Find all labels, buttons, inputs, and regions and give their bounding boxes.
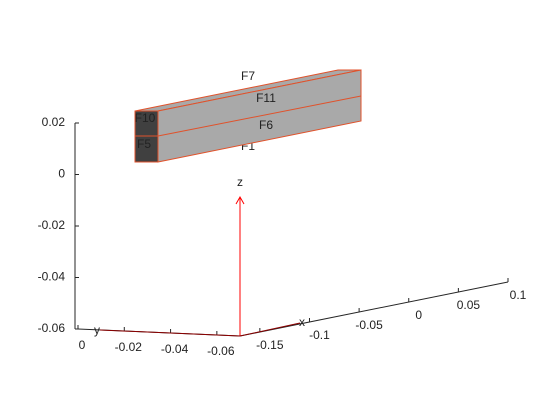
face-label: F7 (241, 69, 255, 83)
y-arrow (99, 329, 241, 337)
axis-label: z (237, 175, 243, 189)
x-tick-label: 0 (415, 308, 422, 322)
solid (134, 69, 362, 163)
face-label: F10 (135, 111, 156, 125)
z-tick-label: -0.06 (38, 321, 66, 335)
x-tick-label: 0.05 (457, 298, 481, 312)
face-label: F11 (256, 91, 276, 105)
x-tick-label: -0.05 (355, 318, 383, 332)
x-tick-label: -0.1 (309, 328, 330, 342)
y-tick-label: 0 (79, 338, 86, 352)
z-tick-label: -0.02 (38, 218, 66, 232)
axis-label: x (299, 315, 305, 329)
axis-label: y (94, 323, 100, 337)
z-tick-label: 0.02 (42, 115, 66, 129)
y-tick-label: -0.04 (161, 342, 189, 356)
x-axis-line (239, 281, 509, 337)
axes: 0.02 0 -0.02 -0.04 -0.06 0 -0.02 -0.04 -0.06 -0.1… (38, 115, 527, 358)
face-label: F5 (137, 137, 151, 151)
x-tick-label: -0.15 (256, 338, 284, 352)
z-tick-label: -0.04 (38, 270, 66, 284)
z-tick-label: 0 (58, 167, 65, 181)
edge (157, 95, 362, 137)
x-tick-label: 0.1 (510, 288, 527, 302)
y-tick-label: -0.06 (207, 344, 235, 358)
x-arrow (239, 322, 301, 337)
face-label: F6 (259, 118, 273, 132)
y-tick-label: -0.02 (115, 340, 143, 354)
z-arrowhead (235, 195, 245, 205)
